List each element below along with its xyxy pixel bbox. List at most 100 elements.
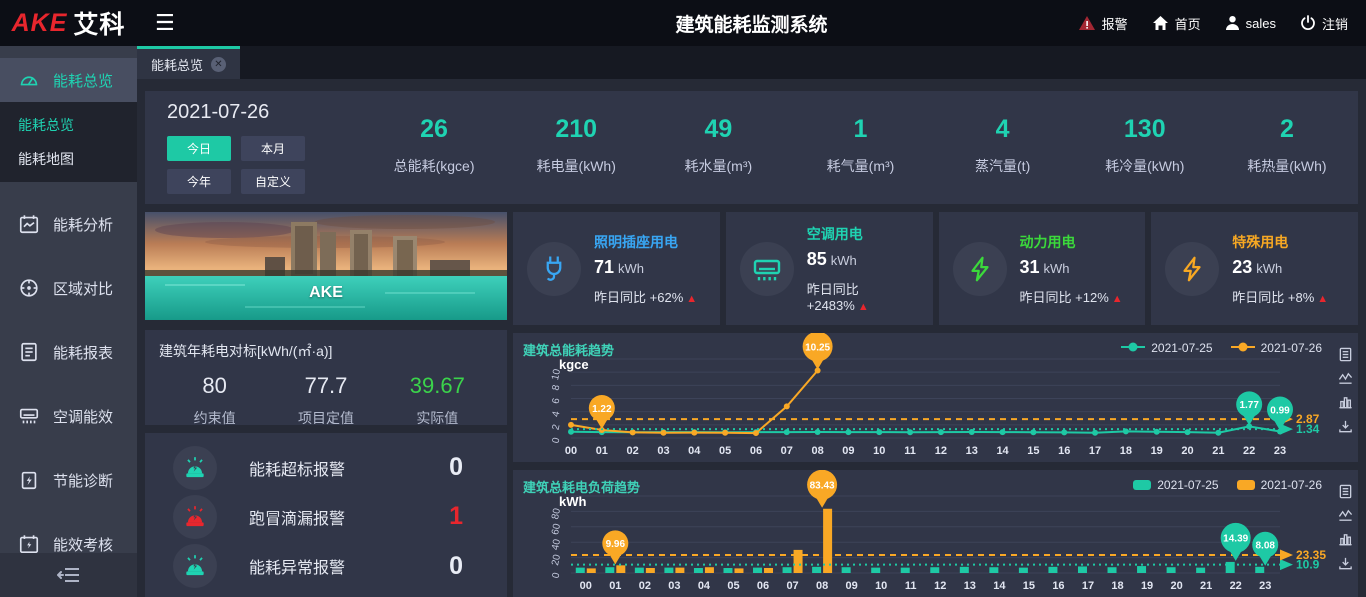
- svg-text:03: 03: [657, 445, 669, 457]
- alarm-button[interactable]: 报警: [1078, 14, 1128, 33]
- bar-chart-icon[interactable]: [1338, 395, 1353, 410]
- svg-text:1.22: 1.22: [592, 404, 612, 415]
- chart-unit-label: kWh: [559, 494, 587, 509]
- submenu-item-energy-map[interactable]: 能耗地图: [18, 151, 74, 167]
- up-arrow-icon: ▲: [857, 301, 869, 313]
- benchmark-constraint: 80 约束值: [193, 373, 236, 426]
- svg-text:01: 01: [609, 580, 621, 592]
- card-power[interactable]: 动力用电 31 kWh 昨日同比 +12% ▲: [938, 212, 1146, 325]
- battery-lightning-icon: [21, 471, 37, 490]
- user-button[interactable]: sales: [1225, 15, 1276, 31]
- download-icon[interactable]: [1338, 419, 1353, 434]
- line-chart-icon[interactable]: [1338, 508, 1353, 523]
- svg-text:00: 00: [565, 445, 577, 457]
- logo[interactable]: AKE 艾科: [0, 5, 137, 41]
- date-block: 2021-07-26 今日 本月 今年 自定义: [145, 91, 363, 204]
- svg-text:14.39: 14.39: [1223, 534, 1248, 545]
- logo-text-ake: AKE: [11, 8, 68, 37]
- svg-text:14: 14: [993, 580, 1006, 592]
- svg-text:23: 23: [1274, 445, 1286, 457]
- sidebar: 能耗总览 能耗总览 能耗地图 能耗分析 区域对比 能耗报表 空调能效 节能诊断: [0, 46, 137, 597]
- svg-text:18: 18: [1120, 445, 1132, 457]
- svg-text:00: 00: [580, 580, 592, 592]
- sidebar-item-region-compare[interactable]: 区域对比: [0, 266, 137, 310]
- report-icon: [21, 342, 37, 362]
- chart-toolbox: [1338, 347, 1353, 434]
- alarm-row-abnormal[interactable]: 能耗异常报警 0: [173, 544, 485, 589]
- svg-text:18: 18: [1111, 580, 1123, 592]
- tab-energy-overview[interactable]: 能耗总览 ✕: [137, 46, 240, 79]
- air-conditioner-icon: [753, 259, 780, 280]
- card-special[interactable]: 特殊用电 23 kWh 昨日同比 +8% ▲: [1151, 212, 1358, 325]
- svg-text:0.99: 0.99: [1270, 405, 1290, 416]
- sidebar-collapse-button[interactable]: [0, 553, 137, 597]
- svg-text:2.87: 2.87: [1296, 412, 1320, 426]
- svg-text:07: 07: [781, 445, 793, 457]
- svg-text:1.77: 1.77: [1239, 400, 1259, 411]
- alarm-row-leakage[interactable]: 跑冒滴漏报警 1: [173, 494, 485, 539]
- building-photo[interactable]: AKE: [145, 212, 507, 320]
- download-icon[interactable]: [1338, 556, 1353, 571]
- svg-text:22: 22: [1230, 580, 1242, 592]
- hamburger-menu-icon[interactable]: ☰: [155, 10, 175, 35]
- range-button-month[interactable]: 本月: [241, 136, 305, 161]
- sidebar-item-energy-overview[interactable]: 能耗总览: [0, 58, 137, 102]
- alarm-row-over-limit[interactable]: 能耗超标报警 0: [173, 445, 485, 490]
- legend-item[interactable]: 2021-07-26: [1236, 478, 1322, 492]
- calendar-chart-icon: [19, 215, 39, 234]
- svg-text:20: 20: [1181, 445, 1193, 457]
- siren-icon: [186, 456, 204, 477]
- tab-close-icon[interactable]: ✕: [211, 56, 226, 72]
- data-view-icon[interactable]: [1338, 484, 1353, 499]
- sidebar-item-energy-diagnosis[interactable]: 节能诊断: [0, 458, 137, 502]
- sidebar-item-ac-efficiency[interactable]: 空调能效: [0, 394, 137, 438]
- card-lighting-socket[interactable]: 照明插座用电 71 kWh 昨日同比 +62% ▲: [513, 212, 720, 325]
- svg-text:80: 80: [550, 507, 563, 521]
- data-view-icon[interactable]: [1338, 347, 1353, 362]
- main-area: 能耗总览 ✕ 2021-07-26 今日 本月 今年 自定义 26 总能耗(kgc…: [137, 46, 1366, 597]
- user-icon: [1225, 16, 1239, 30]
- logo-text-cn: 艾科: [73, 11, 126, 39]
- svg-text:08: 08: [811, 445, 823, 457]
- svg-text:02: 02: [639, 580, 651, 592]
- svg-text:05: 05: [727, 580, 739, 592]
- line-chart-icon[interactable]: [1338, 371, 1353, 386]
- stat-cooling: 130 耗冷量(kWh): [1105, 115, 1185, 174]
- svg-text:17: 17: [1089, 445, 1101, 457]
- svg-text:6: 6: [551, 397, 563, 405]
- svg-text:10: 10: [875, 580, 887, 592]
- svg-text:23: 23: [1259, 580, 1271, 592]
- range-button-today[interactable]: 今日: [167, 136, 231, 161]
- svg-text:01: 01: [596, 445, 608, 457]
- chart-toolbox: [1338, 484, 1353, 571]
- legend-item[interactable]: 2021-07-26: [1230, 341, 1322, 355]
- svg-text:05: 05: [719, 445, 731, 457]
- logout-button[interactable]: 注销: [1300, 14, 1348, 33]
- lightning-icon: [1183, 256, 1201, 281]
- power-load-chart-panel: 建筑总耗电负荷趋势 kWh 2021-07-25 2021-07-26 0 20 40…: [513, 470, 1358, 597]
- svg-text:07: 07: [786, 580, 798, 592]
- sidebar-item-energy-report[interactable]: 能耗报表: [0, 330, 137, 374]
- sidebar-submenu: 能耗总览 能耗地图: [0, 102, 137, 182]
- home-button[interactable]: 首页: [1152, 14, 1201, 33]
- current-date: 2021-07-26: [167, 101, 270, 123]
- range-button-custom[interactable]: 自定义: [241, 169, 305, 194]
- svg-text:08: 08: [816, 580, 828, 592]
- legend-item[interactable]: 2021-07-25: [1133, 478, 1219, 492]
- svg-text:11: 11: [905, 580, 917, 592]
- svg-text:8: 8: [551, 384, 563, 392]
- svg-text:12: 12: [934, 580, 946, 592]
- bar-chart-icon[interactable]: [1338, 532, 1353, 547]
- submenu-item-energy-overview[interactable]: 能耗总览: [18, 117, 74, 133]
- legend-item[interactable]: 2021-07-25: [1121, 341, 1213, 355]
- card-air-conditioning[interactable]: 空调用电 85 kWh 昨日同比 +2483% ▲: [725, 212, 933, 325]
- svg-text:15: 15: [1023, 580, 1035, 592]
- range-button-year[interactable]: 今年: [167, 169, 231, 194]
- svg-text:04: 04: [698, 580, 711, 592]
- sidebar-item-energy-analysis[interactable]: 能耗分析: [0, 202, 137, 246]
- up-arrow-icon: ▲: [1111, 292, 1123, 305]
- svg-text:03: 03: [668, 580, 680, 592]
- svg-text:83.43: 83.43: [810, 481, 835, 492]
- sidebar-item-efficiency-assessment[interactable]: 能效考核: [0, 522, 137, 566]
